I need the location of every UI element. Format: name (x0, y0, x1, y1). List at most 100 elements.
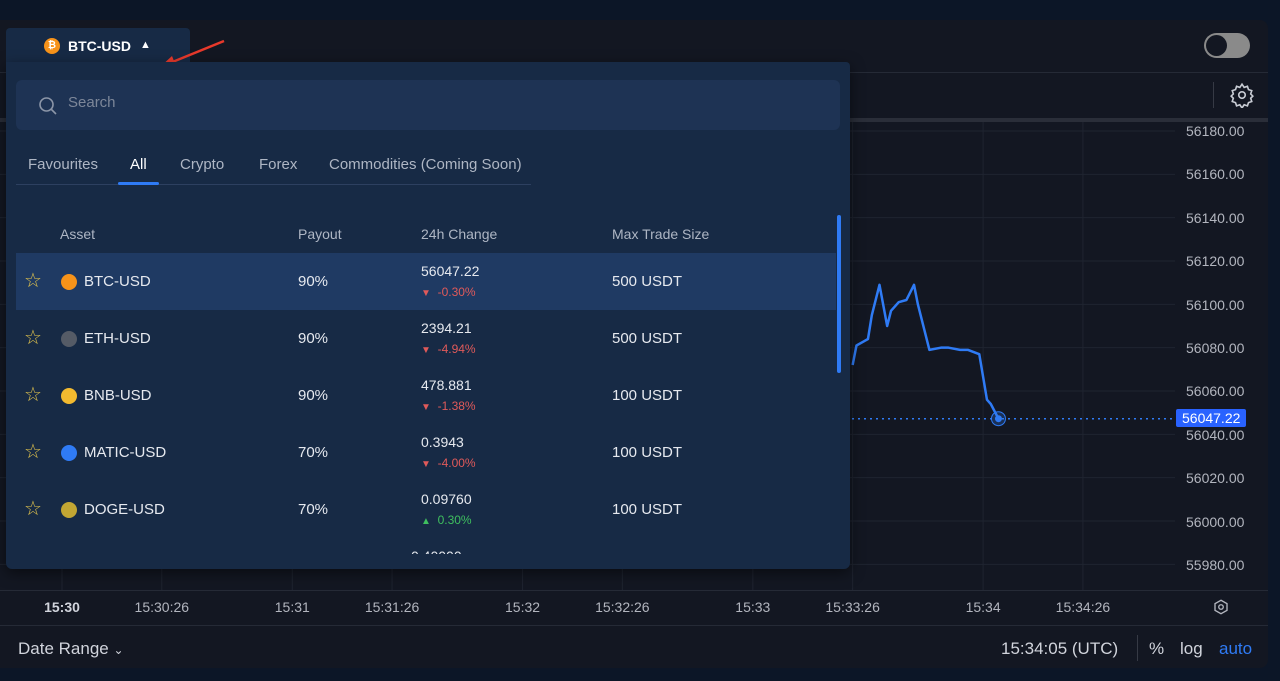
divider (1137, 635, 1138, 661)
favourite-star-icon[interactable]: ☆ (24, 384, 42, 406)
ethereum-icon (61, 331, 77, 347)
date-range-label: Date Range (18, 639, 109, 658)
asset-row[interactable]: ☆ BNB-USD 90% 478.881 ▼ -1.38% 100 USDT (16, 367, 836, 424)
price-tick: 56140.00 (1186, 209, 1245, 226)
change-percent: -1.38% (437, 399, 476, 413)
favourite-star-icon[interactable]: ☆ (24, 441, 42, 463)
clock: 15:34:05 (UTC) (1001, 639, 1119, 658)
asset-row[interactable]: ☆ DOGE-USD 70% 0.09760 ▲ 0.30% 100 USDT (16, 481, 836, 538)
column-header-payout: Payout (298, 226, 342, 242)
divider (0, 625, 1268, 626)
auto-scale-button[interactable]: auto (1219, 639, 1253, 658)
triangle-up-icon: ▲ (421, 516, 431, 527)
tab-commodities[interactable]: Commodities (Coming Soon) (329, 156, 522, 173)
tab-favourites[interactable]: Favourites (28, 156, 99, 173)
change-percent: -4.00% (437, 456, 476, 470)
caret-up-icon: ▲ (140, 39, 151, 51)
change-percent: 0.30% (437, 513, 472, 527)
partially-hidden-value: 0.40000 (411, 548, 481, 554)
asset-name: DOGE-USD (84, 501, 165, 518)
price-tick: 56020.00 (1186, 470, 1245, 487)
polygon-icon (61, 445, 77, 461)
triangle-down-icon: ▼ (421, 288, 431, 299)
favourite-star-icon[interactable]: ☆ (24, 498, 42, 520)
time-tick: 15:31:26 (364, 599, 420, 615)
change-percent: -4.94% (437, 342, 476, 356)
chevron-down-icon: ⌄ (113, 643, 124, 657)
asset-name: ETH-USD (84, 330, 151, 347)
payout: 90% (298, 387, 329, 404)
payout: 90% (298, 273, 329, 290)
time-tick: 15:30:26 (134, 599, 190, 615)
time-tick: 15:32 (505, 599, 541, 615)
price: 0.09760 (421, 491, 472, 507)
price-tick: 56120.00 (1186, 253, 1245, 270)
asset-dropdown: Favourites All Crypto Forex Commodities … (6, 62, 850, 569)
price-line (851, 283, 1000, 420)
asset-name: BNB-USD (84, 387, 152, 404)
search-input[interactable] (68, 94, 768, 111)
price-tick: 56160.00 (1186, 166, 1245, 183)
price: 478.881 (421, 377, 472, 393)
price-tick: 56000.00 (1186, 513, 1245, 530)
percent-scale-button[interactable]: % (1149, 639, 1165, 658)
search-icon (39, 97, 57, 115)
asset-row[interactable]: ☆ ETH-USD 90% 2394.21 ▼ -4.94% 500 USDT (16, 310, 836, 367)
symbol-label: BTC-USD (68, 38, 131, 54)
scrollbar[interactable] (837, 215, 841, 373)
last-point (994, 415, 1002, 423)
current-price-label: 56047.22 (1176, 409, 1247, 427)
doge-icon (61, 502, 77, 518)
price: 56047.22 (421, 263, 480, 279)
triangle-down-icon: ▼ (421, 459, 431, 470)
max-trade-size: 500 USDT (612, 330, 683, 347)
max-trade-size: 100 USDT (612, 387, 683, 404)
tab-crypto[interactable]: Crypto (180, 156, 225, 173)
divider (1213, 82, 1214, 108)
asset-row[interactable]: ☆ MATIC-USD 70% 0.3943 ▼ -4.00% 100 USDT (16, 424, 836, 481)
axis-settings-icon[interactable] (1212, 598, 1230, 616)
bitcoin-icon (61, 274, 77, 290)
price-tick: 56100.00 (1186, 296, 1245, 313)
column-header-max-trade-size: Max Trade Size (612, 226, 710, 242)
price-tick: 56180.00 (1186, 123, 1245, 139)
favourite-star-icon[interactable]: ☆ (24, 270, 42, 292)
asset-tabs: Favourites All Crypto Forex Commodities … (16, 154, 531, 185)
time-tick: 15:32:26 (595, 599, 650, 615)
time-tick: 15:34:26 (1055, 599, 1111, 615)
tab-forex[interactable]: Forex (259, 156, 298, 173)
active-tab-indicator (118, 182, 159, 185)
symbol-selector[interactable]: ₿ BTC-USD ▲ (6, 28, 190, 64)
log-scale-button[interactable]: log (1180, 639, 1203, 658)
payout: 70% (298, 501, 329, 518)
search-box[interactable] (16, 80, 840, 130)
asset-row[interactable]: ☆ BTC-USD 90% 56047.22 ▼ -0.30% 500 USDT (16, 253, 836, 310)
settings-gear-icon[interactable] (1229, 82, 1255, 108)
time-tick: 15:30 (44, 599, 80, 615)
price: 2394.21 (421, 320, 472, 336)
time-tick: 15:33:26 (825, 599, 880, 615)
price-tick: 56060.00 (1186, 383, 1245, 400)
date-range-button[interactable]: Date Range ⌄ (18, 639, 124, 659)
triangle-down-icon: ▼ (421, 402, 431, 413)
price-tick: 55980.00 (1186, 557, 1245, 573)
time-tick: 15:34 (965, 599, 1001, 615)
bnb-icon (61, 388, 77, 404)
bitcoin-icon: ₿ (44, 38, 60, 54)
column-header-asset: Asset (60, 226, 96, 242)
price-tick: 56040.00 (1186, 426, 1245, 443)
column-header-24h-change: 24h Change (421, 226, 498, 242)
theme-toggle[interactable] (1204, 33, 1250, 58)
change-percent: -0.30% (437, 285, 476, 299)
max-trade-size: 100 USDT (612, 501, 683, 518)
tab-all[interactable]: All (130, 156, 147, 173)
asset-name: BTC-USD (84, 273, 151, 290)
price-tick: 56080.00 (1186, 340, 1245, 356)
max-trade-size: 500 USDT (612, 273, 683, 290)
asset-name: MATIC-USD (84, 444, 167, 461)
triangle-down-icon: ▼ (421, 345, 431, 356)
favourite-star-icon[interactable]: ☆ (24, 327, 42, 349)
time-tick: 15:33 (735, 599, 771, 615)
payout: 90% (298, 330, 329, 347)
payout: 70% (298, 444, 329, 461)
